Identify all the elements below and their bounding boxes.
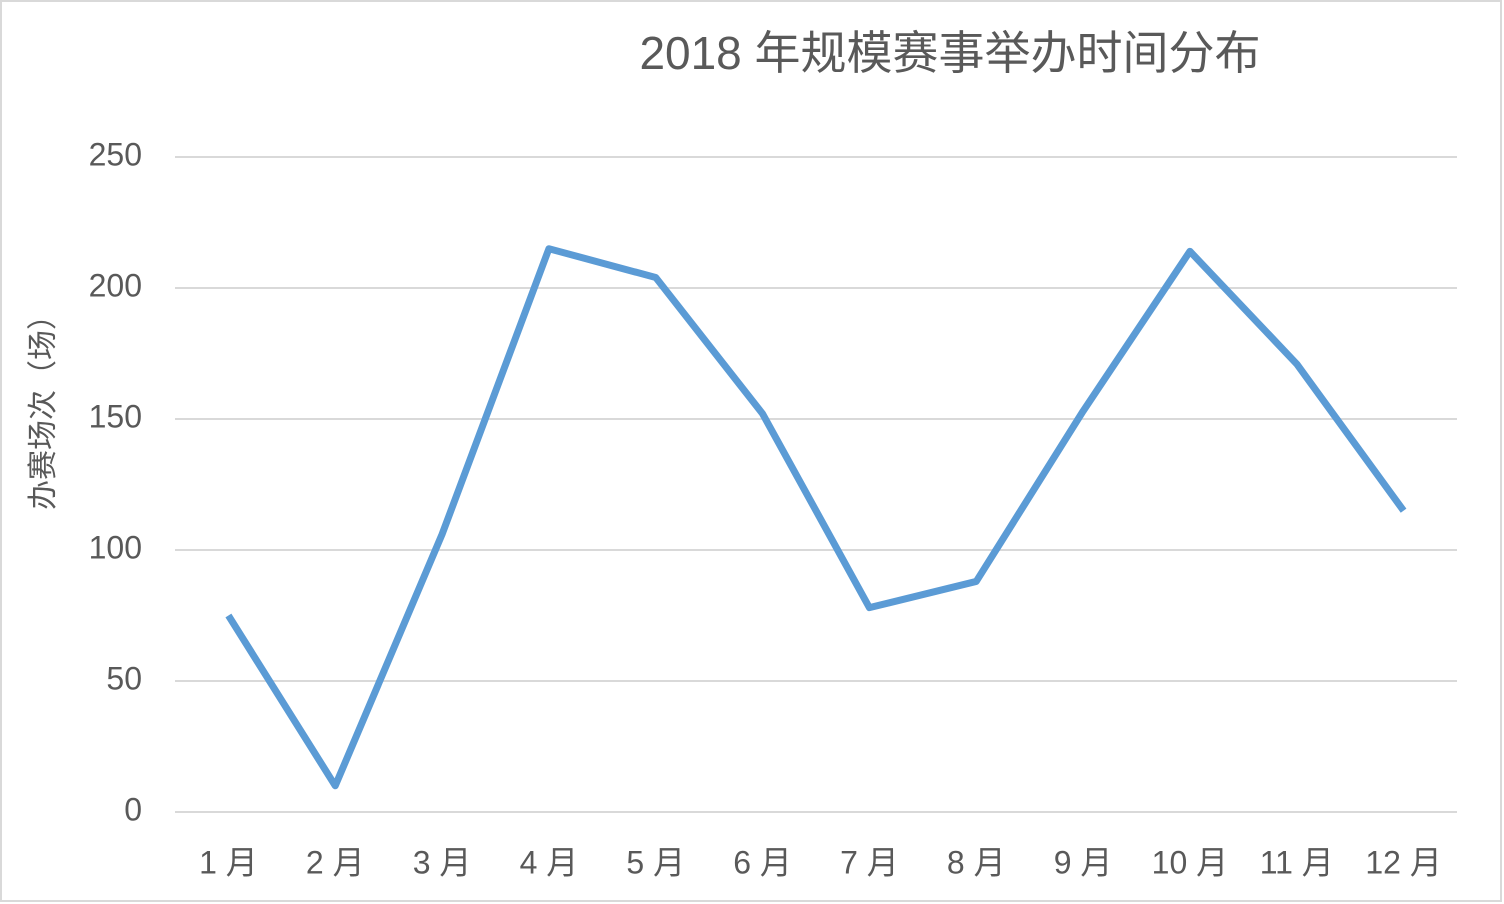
y-axis-label: 办赛场次（场） [27,300,60,510]
x-tick-label: 9 月 [1054,844,1113,880]
y-tick-label: 0 [124,791,142,827]
x-tick-label: 6 月 [733,844,792,880]
x-tick-label: 11 月 [1260,844,1334,880]
x-tick-label: 5 月 [626,844,685,880]
x-tick-label: 1 月 [199,844,258,880]
y-tick-label: 50 [106,660,142,696]
x-tick-label: 4 月 [520,844,579,880]
chart-title: 2018 年规模赛事举办时间分布 [639,27,1260,79]
x-tick-label: 7 月 [840,844,899,880]
y-tick-label: 150 [89,398,142,434]
x-tick-label: 12 月 [1365,844,1442,880]
x-tick-label: 2 月 [306,844,365,880]
x-tick-label: 3 月 [413,844,472,880]
x-tick-label: 10 月 [1152,844,1229,880]
y-tick-label: 100 [89,529,142,565]
y-tick-label: 200 [89,267,142,303]
y-tick-label: 250 [89,136,142,172]
x-tick-label: 8 月 [947,844,1006,880]
series-line [225,245,1407,790]
